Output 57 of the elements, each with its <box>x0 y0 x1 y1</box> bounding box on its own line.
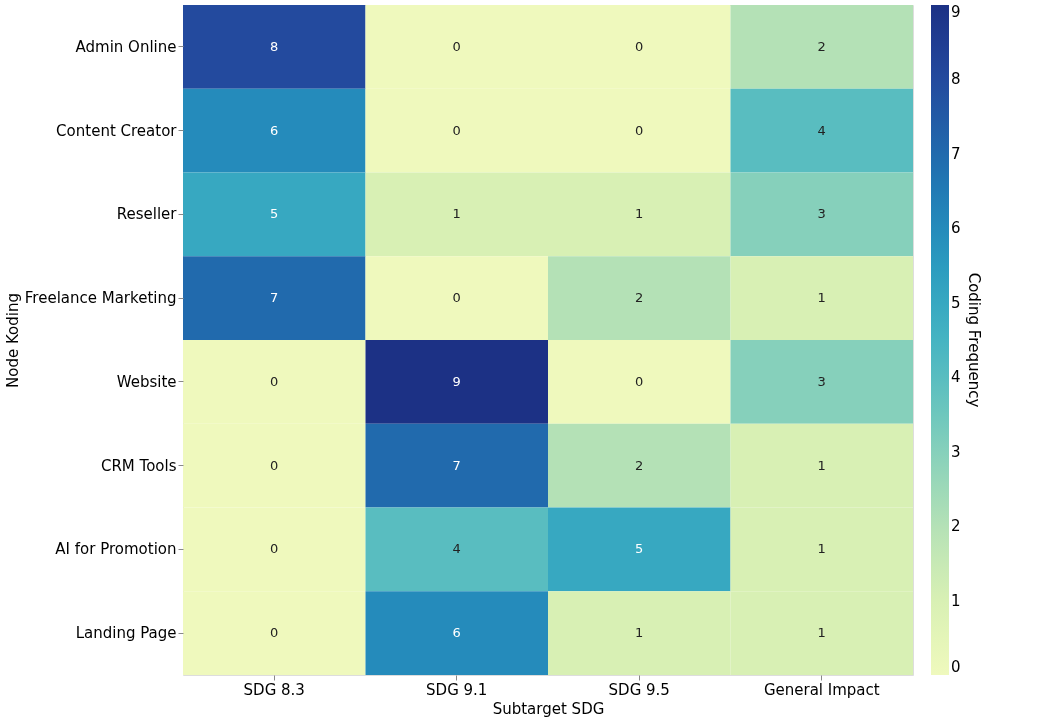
data-label: 1 <box>817 541 826 557</box>
color-bar-title: Coding Frequency <box>965 272 983 408</box>
data-label: 4 <box>452 541 461 557</box>
x-tick-label: SDG 9.5 <box>608 680 670 699</box>
color-bar-label: 9 <box>951 3 961 21</box>
color-bar-label: 1 <box>951 591 961 610</box>
data-label: 0 <box>452 290 461 306</box>
color-bar-label: 6 <box>951 219 961 238</box>
data-label: 0 <box>270 541 279 557</box>
data-label: 2 <box>635 290 644 306</box>
data-label: 5 <box>635 541 644 557</box>
x-axis-title: Subtarget SDG <box>492 699 605 718</box>
y-tick-label: AI for Promotion <box>55 540 177 559</box>
data-label: 0 <box>452 38 461 54</box>
data-label: 1 <box>817 457 826 473</box>
data-label: 3 <box>817 206 826 222</box>
y-axis-title: Node Koding <box>3 293 22 388</box>
data-label: 6 <box>270 122 279 138</box>
data-label: 9 <box>452 373 461 389</box>
data-label: 5 <box>270 206 279 222</box>
data-label: 4 <box>817 122 826 138</box>
y-tick-label: CRM Tools <box>100 456 177 475</box>
y-tick-label: Admin Online <box>75 37 177 56</box>
data-label: 7 <box>270 290 279 306</box>
x-tick-label: General Impact <box>763 680 880 699</box>
data-label: 1 <box>452 206 461 222</box>
data-label: 8 <box>270 38 279 54</box>
data-label: 0 <box>270 373 279 389</box>
color-bar-label: 7 <box>951 144 961 163</box>
y-tick-label: Website <box>116 372 177 391</box>
data-label: 1 <box>635 206 644 222</box>
x-tick-label: SDG 9.1 <box>426 680 488 699</box>
data-label: 0 <box>635 373 644 389</box>
y-tick-label: Freelance Marketing <box>24 289 177 308</box>
data-label: 2 <box>635 457 644 473</box>
color-bar-label: 2 <box>951 517 961 536</box>
data-label: 0 <box>635 38 644 54</box>
data-label: 0 <box>270 457 279 473</box>
data-label: 1 <box>817 290 826 306</box>
y-tick-label: Landing Page <box>75 624 177 643</box>
data-label: 0 <box>452 122 461 138</box>
data-label: 2 <box>817 38 826 54</box>
color-bar-label: 0 <box>951 658 961 676</box>
data-label: 1 <box>817 625 826 641</box>
data-label: 3 <box>817 373 826 389</box>
data-label: 6 <box>452 625 461 641</box>
data-label: 7 <box>452 457 461 473</box>
data-label: 0 <box>270 625 279 641</box>
y-tick-label: Reseller <box>116 205 178 224</box>
x-tick-label: SDG 8.3 <box>243 680 305 699</box>
color-bar-label: 4 <box>951 368 961 387</box>
color-bar-label: 5 <box>951 293 961 312</box>
data-label: 0 <box>635 122 644 138</box>
y-tick-label: Content Creator <box>56 121 178 140</box>
data-label: 1 <box>635 625 644 641</box>
color-bar-label: 8 <box>951 70 961 89</box>
color-bar-label: 3 <box>951 442 961 461</box>
